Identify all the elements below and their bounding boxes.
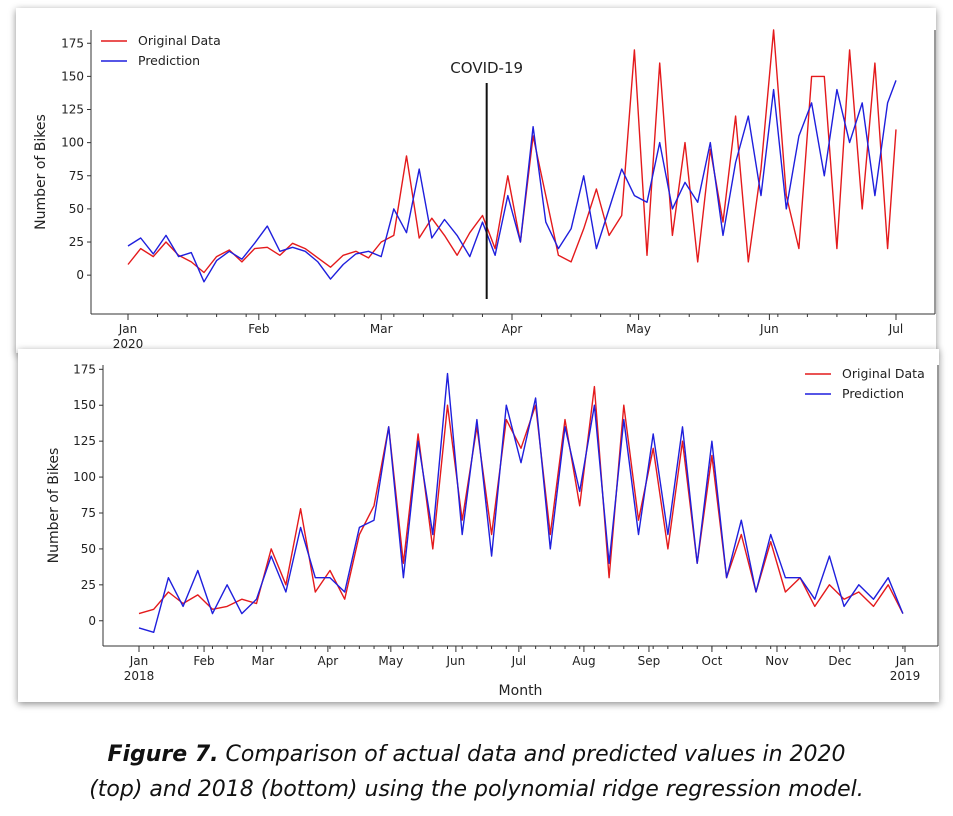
top-y-tick-label: 175 [61, 36, 84, 50]
bottom-y-tick-label: 175 [73, 362, 96, 376]
bottom-y-axis-label: Number of Bikes [46, 448, 62, 564]
bottom-legend-label-1: Prediction [842, 386, 904, 401]
bottom-x-tick-label: Dec [828, 654, 851, 668]
top-y-tick-label: 125 [61, 103, 84, 117]
bottom-x-tick-label: Jan [895, 654, 915, 668]
top-series-original-data-line [127, 29, 897, 274]
bottom-x-tick-label: May [378, 654, 403, 668]
bottom-legend-label-0: Original Data [842, 366, 925, 381]
bottom-y-tick-label: 125 [73, 434, 96, 448]
top-y-tick-label: 50 [69, 202, 84, 216]
bottom-chart-panel: 0 25 50 75 100 125 150 175 Jan 2018 Feb Mar Apr May Ju… [18, 349, 939, 702]
bottom-y-tick-label: 100 [73, 470, 96, 484]
bottom-series-original-data-line [138, 385, 904, 615]
bottom-x-axis-label: Month [499, 683, 543, 699]
bottom-x-tick-label: Nov [765, 654, 788, 668]
top-x-tick-label: Jan [118, 322, 138, 336]
top-y-tick-label: 0 [76, 268, 84, 282]
bottom-y-tick-label: 25 [81, 578, 96, 592]
top-x-tick-label: Apr [502, 322, 523, 336]
bottom-x-tick-label: Jul [511, 654, 526, 668]
top-y-tick-label: 150 [61, 69, 84, 83]
bottom-x-tick-label: Jun [446, 654, 466, 668]
top-x-tick-label: May [626, 322, 651, 336]
bottom-x-tick-label: Aug [572, 654, 595, 668]
top-y-tick-label: 25 [69, 235, 84, 249]
top-covid-annotation: COVID-19 [450, 59, 523, 77]
bottom-x-tick-label: Sep [638, 654, 661, 668]
top-x-tick-label: Jun [759, 322, 779, 336]
bottom-y-tick-label: 50 [81, 542, 96, 556]
top-x-tick-label: Jul [888, 322, 903, 336]
bottom-x-tick-label: Apr [317, 654, 338, 668]
bottom-x-tick-label: 2018 [124, 669, 155, 683]
bottom-y-tick-label: 75 [81, 506, 96, 520]
bottom-y-tick-label: 150 [73, 398, 96, 412]
top-legend-label-0: Original Data [138, 33, 221, 48]
top-chart-panel: 0 25 50 75 100 125 150 175 Jan 2020 Feb Mar Apr May Ju… [16, 8, 936, 353]
top-x-tick-label: 2020 [113, 337, 144, 351]
top-x-tick-label: Mar [370, 322, 393, 336]
top-y-tick-label: 75 [69, 169, 84, 183]
bottom-x-tick-label: Jan [129, 654, 149, 668]
bottom-x-tick-label: Mar [251, 654, 274, 668]
caption-line-2: (top) and 2018 (bottom) using the polyno… [89, 777, 864, 802]
bottom-series-prediction-line [138, 372, 904, 633]
figure-caption: Figure 7. Comparison of actual data and … [0, 737, 953, 807]
top-y-axis-label: Number of Bikes [33, 114, 49, 230]
caption-line-1: Figure 7. Comparison of actual data and … [0, 737, 953, 772]
top-y-tick-label: 100 [61, 136, 84, 150]
bottom-x-tick-label: Feb [193, 654, 214, 668]
caption-label: Figure 7. [107, 742, 219, 767]
top-legend-label-1: Prediction [138, 53, 200, 68]
bottom-x-tick-label: Oct [702, 654, 723, 668]
bottom-y-tick-label: 0 [88, 614, 96, 628]
top-series-prediction-line [127, 80, 897, 283]
caption-text-1: Comparison of actual data and predicted … [225, 742, 846, 767]
bottom-x-tick-label: 2019 [890, 669, 921, 683]
top-x-tick-label: Feb [248, 322, 269, 336]
